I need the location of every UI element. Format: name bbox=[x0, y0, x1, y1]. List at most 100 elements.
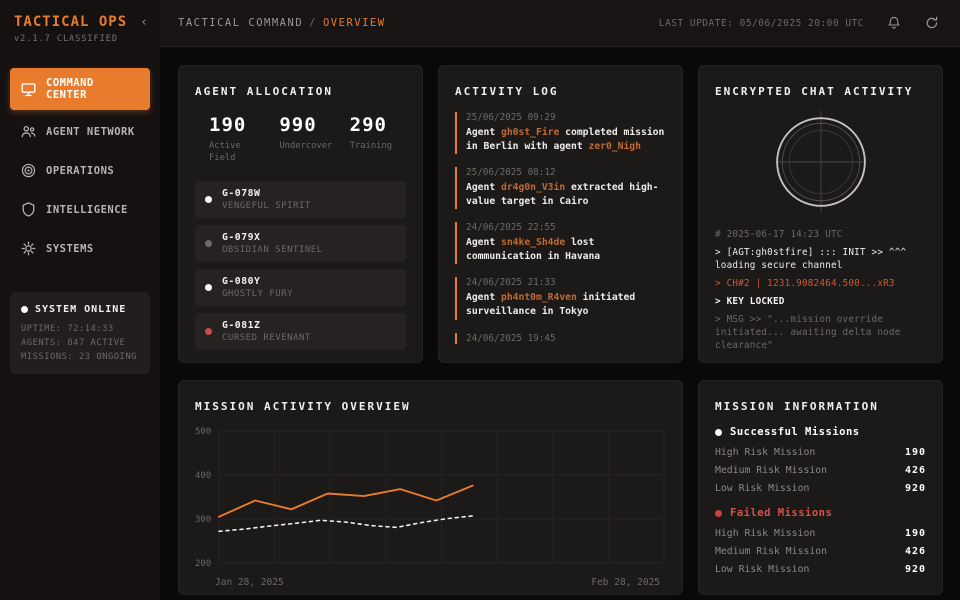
mission-stat-label: Low Risk Mission bbox=[715, 483, 810, 494]
mission-section-failed: Failed Missions High Risk Mission 190 Me… bbox=[715, 507, 926, 575]
breadcrumb-current[interactable]: OVERVIEW bbox=[322, 17, 386, 29]
agent-codename: VENGEFUL SPIRIT bbox=[222, 200, 311, 211]
activity-log-entry: 25/06/2025 09:29 Agent gh0st_Fire comple… bbox=[455, 112, 666, 155]
status-line: UPTIME: 72:14:33 bbox=[21, 324, 114, 334]
mission-sections: Successful Missions High Risk Mission 19… bbox=[715, 426, 926, 575]
agent-status-dot bbox=[205, 283, 212, 291]
agent-status-dot bbox=[205, 239, 212, 247]
log-message: Agent gh0st_Fire completed mission in Be… bbox=[466, 127, 665, 153]
svg-text:500: 500 bbox=[195, 427, 211, 437]
agent-list-item[interactable]: G-080Y GHOSTLY FURY bbox=[195, 268, 406, 306]
log-message: Agent dr4g0n_V3in extracted high-value t… bbox=[466, 182, 659, 208]
mission-information-panel: MISSION INFORMATION Successful Missions … bbox=[698, 380, 943, 595]
agent-codename: CURSED REVENANT bbox=[222, 332, 311, 343]
refresh-icon[interactable] bbox=[924, 15, 940, 31]
agent-code: G-079X bbox=[222, 231, 261, 243]
agent-handle: dr4g0n_V3in bbox=[501, 182, 566, 194]
encrypted-chat-panel: ENCRYPTED CHAT ACTIVITY # 2025-06-17 14:… bbox=[698, 65, 943, 363]
allocation-stat-value: 990 bbox=[279, 114, 317, 136]
gear-icon bbox=[20, 240, 37, 257]
mission-stat-value: 426 bbox=[904, 465, 926, 476]
shield-icon bbox=[20, 201, 37, 218]
radar-graphic bbox=[775, 110, 866, 214]
target-icon bbox=[20, 162, 37, 179]
log-timestamp: 24/06/2025 21:33 bbox=[466, 277, 556, 289]
agent-list-item[interactable]: G-079X OBSIDIAN SENTINEL bbox=[195, 224, 406, 262]
mission-stat-value: 426 bbox=[904, 546, 926, 557]
agent-list-item[interactable]: G-081Z CURSED REVENANT bbox=[195, 312, 406, 350]
allocation-stat-value: 190 bbox=[209, 114, 247, 136]
mission-stat-label: Medium Risk Mission bbox=[715, 465, 828, 476]
allocation-stat-label: Active Field bbox=[209, 141, 241, 163]
activity-log-list[interactable]: 25/06/2025 09:29 Agent gh0st_Fire comple… bbox=[455, 112, 666, 344]
mission-stat-label: Low Risk Mission bbox=[715, 564, 810, 575]
allocation-stat: 290 Training bbox=[336, 114, 406, 165]
breadcrumb: TACTICAL COMMAND / OVERVIEW bbox=[178, 17, 386, 29]
mission-section-label: Failed Missions bbox=[730, 507, 833, 519]
svg-text:300: 300 bbox=[195, 515, 211, 525]
monitor-icon bbox=[20, 81, 37, 98]
status-lines: UPTIME: 72:14:33 AGENTS: 847 ACTIVE MISSIO… bbox=[21, 324, 139, 362]
system-status-box: SYSTEM ONLINE UPTIME: 72:14:33 AGENTS: 84… bbox=[10, 292, 150, 374]
terminal-line: > KEY LOCKED bbox=[715, 296, 785, 308]
breadcrumb-root[interactable]: TACTICAL COMMAND bbox=[178, 17, 304, 29]
agent-allocation-title: AGENT ALLOCATION bbox=[195, 85, 333, 98]
agent-list: G-078W VENGEFUL SPIRIT G-079X OBSIDIAN S… bbox=[195, 180, 406, 350]
mission-stat-label: Medium Risk Mission bbox=[715, 546, 828, 557]
sidebar-item-agent-network[interactable]: AGENT NETWORK bbox=[10, 114, 150, 149]
mission-stat-row: High Risk Mission 190 bbox=[715, 447, 926, 458]
collapse-sidebar-icon[interactable]: ‹ bbox=[140, 14, 148, 30]
mission-section-dot bbox=[715, 428, 722, 436]
sidebar-item-label: COMMAND CENTER bbox=[46, 77, 94, 101]
activity-log-entry: 24/06/2025 19:45 bbox=[455, 332, 666, 344]
mission-stat-row: Low Risk Mission 920 bbox=[715, 564, 926, 575]
mission-section-label: Successful Missions bbox=[730, 426, 860, 438]
activity-log-panel: ACTIVITY LOG 25/06/2025 09:29 Agent gh0s… bbox=[438, 65, 683, 363]
status-line: MISSIONS: 23 ONGOING bbox=[21, 352, 137, 362]
mission-stat-label: High Risk Mission bbox=[715, 528, 816, 539]
log-timestamp: 25/06/2025 09:29 bbox=[466, 112, 556, 123]
sidebar-item-command-center[interactable]: COMMAND CENTER bbox=[10, 68, 150, 110]
terminal-line: # 2025-06-17 14:23 UTC bbox=[715, 229, 843, 240]
activity-log-entry: 24/06/2025 21:33 Agent ph4nt0m_R4ven ini… bbox=[455, 277, 666, 320]
sidebar-item-operations[interactable]: OPERATIONS bbox=[10, 153, 150, 188]
x-axis-start-label: Jan 28, 2025 bbox=[215, 577, 284, 588]
mission-stat-value: 190 bbox=[904, 528, 926, 539]
agent-allocation-stats: 190 Active Field 990 Undercover 290 Trai… bbox=[195, 114, 406, 165]
app-version: v2.1.7 CLASSIFIED bbox=[14, 34, 118, 44]
activity-log-entry: 24/06/2025 22:55 Agent sn4ke_Sh4de lost … bbox=[455, 222, 666, 265]
status-title: SYSTEM ONLINE bbox=[35, 304, 127, 315]
log-message: Agent sn4ke_Sh4de lost communication in … bbox=[466, 237, 601, 263]
agent-handle: gh0st_Fire bbox=[501, 127, 560, 138]
sidebar-item-systems[interactable]: SYSTEMS bbox=[10, 231, 150, 266]
mission-stat-row: Medium Risk Mission 426 bbox=[715, 546, 926, 557]
activity-log-entry: 25/06/2025 08:12 Agent dr4g0n_V3in extra… bbox=[455, 167, 666, 210]
allocation-stat-label: Undercover bbox=[279, 141, 333, 151]
encrypted-chat-title: ENCRYPTED CHAT ACTIVITY bbox=[715, 85, 914, 98]
sidebar-item-label: AGENT NETWORK bbox=[46, 125, 135, 138]
mission-section-successful: Successful Missions High Risk Mission 19… bbox=[715, 426, 926, 494]
allocation-stat-value: 290 bbox=[349, 114, 387, 136]
status-line: AGENTS: 847 ACTIVE bbox=[21, 338, 126, 348]
mission-stat-row: High Risk Mission 190 bbox=[715, 528, 926, 539]
allocation-stat: 190 Active Field bbox=[195, 114, 265, 165]
sidebar-item-label: OPERATIONS bbox=[46, 164, 115, 177]
agent-code: G-081Z bbox=[222, 319, 261, 331]
bell-icon[interactable] bbox=[886, 15, 902, 31]
allocation-stat: 990 Undercover bbox=[265, 114, 335, 165]
chart-x-axis-labels: Jan 28, 2025 Feb 28, 2025 bbox=[195, 575, 666, 588]
log-timestamp: 24/06/2025 22:55 bbox=[466, 222, 556, 234]
agent-list-item[interactable]: G-078W VENGEFUL SPIRIT bbox=[195, 180, 406, 218]
agent-handle: ph4nt0m_R4ven bbox=[501, 292, 577, 304]
log-timestamp: 24/06/2025 19:45 bbox=[466, 332, 556, 344]
agent-status-dot bbox=[205, 195, 212, 203]
mission-stat-label: High Risk Mission bbox=[715, 447, 816, 458]
status-online-dot bbox=[21, 306, 28, 313]
terminal-line: > [AGT:gh0stfire] ::: INIT >> ^^^ loadin… bbox=[715, 247, 907, 272]
sidebar-item-intelligence[interactable]: INTELLIGENCE bbox=[10, 192, 150, 227]
agent-allocation-panel: AGENT ALLOCATION 190 Active Field 990 Un… bbox=[178, 65, 423, 363]
svg-text:200: 200 bbox=[195, 559, 211, 569]
terminal-line: > CH#2 | 1231.9082464.500...xR3 bbox=[715, 278, 895, 290]
agent-codename: OBSIDIAN SENTINEL bbox=[222, 244, 323, 255]
agent-status-dot bbox=[205, 327, 212, 335]
